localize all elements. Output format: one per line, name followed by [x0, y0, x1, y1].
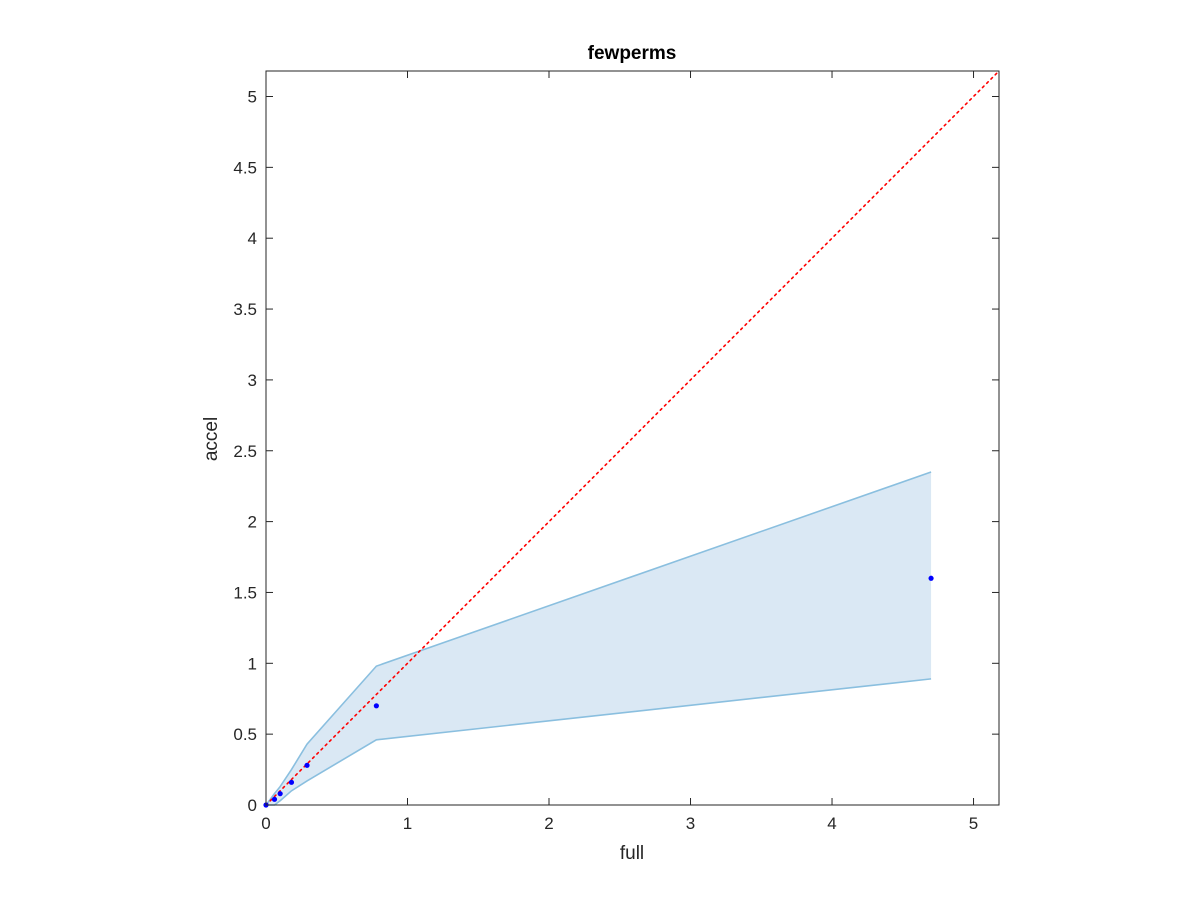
data-point — [288, 779, 295, 785]
x-tick-label: 5 — [969, 814, 978, 833]
y-tick-label: 2 — [248, 513, 257, 532]
data-point — [277, 791, 283, 797]
y-tick-label: 0 — [248, 796, 257, 815]
x-tick-label: 0 — [261, 814, 270, 833]
data-point — [271, 796, 278, 802]
y-tick-label: 4 — [248, 229, 257, 248]
y-tick-label: 5 — [248, 88, 257, 107]
x-tick-label: 3 — [686, 814, 695, 833]
y-tick-label: 1.5 — [233, 583, 257, 602]
data-points-layer — [263, 575, 934, 808]
y-tick-label: 3.5 — [233, 300, 257, 319]
confidence-band-layer — [265, 471, 932, 806]
plot-frame — [265, 70, 1000, 806]
x-tick-label: 1 — [403, 814, 412, 833]
data-point — [373, 703, 379, 709]
y-tick-label: 3 — [248, 371, 257, 390]
x-axis-label: full — [620, 843, 644, 864]
data-point — [304, 762, 310, 768]
x-tick-label: 4 — [827, 814, 836, 833]
data-point — [928, 575, 934, 581]
y-tick-label: 4.5 — [233, 158, 257, 177]
chart-title: fewperms — [588, 43, 677, 64]
y-axis-label: accel — [201, 417, 222, 461]
band-fill — [266, 472, 932, 805]
identity-reference-line — [265, 70, 1000, 806]
x-tick-label: 2 — [544, 814, 553, 833]
reference-line-layer — [265, 70, 1000, 806]
band-upper-line — [265, 471, 932, 806]
axes-layer — [265, 70, 1000, 806]
y-tick-label: 1 — [248, 654, 257, 673]
y-tick-label: 2.5 — [233, 442, 257, 461]
tick-layer: 0 1 2 3 4 5 0 0.5 1 1.5 2 2.5 3 3.5 4 4.5 5 — [233, 71, 999, 833]
y-tick-label: 0.5 — [233, 725, 257, 744]
